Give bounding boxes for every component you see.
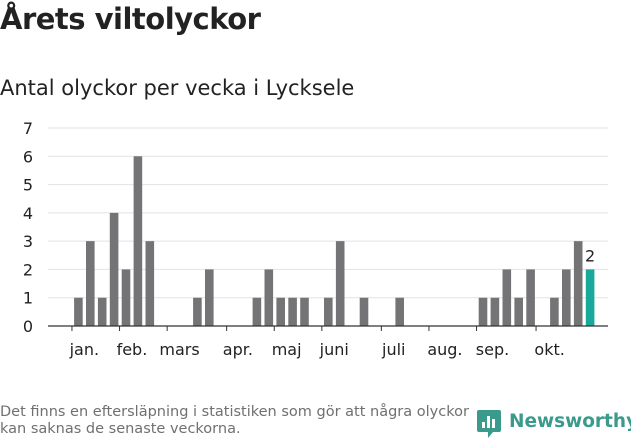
y-tick-label: 6 xyxy=(23,147,33,166)
y-tick-label: 5 xyxy=(23,176,33,195)
x-tick-label: feb. xyxy=(117,340,148,359)
y-tick-label: 1 xyxy=(23,289,33,308)
bar xyxy=(573,241,583,326)
x-tick-label: apr. xyxy=(223,340,253,359)
bar xyxy=(562,269,571,326)
bar xyxy=(97,297,107,326)
bar xyxy=(276,297,285,326)
x-tick-label: juni xyxy=(319,340,349,359)
bar xyxy=(121,269,131,326)
bar-data-label: 2 xyxy=(585,246,595,265)
footnote: Det finns en eftersläpning i statistiken… xyxy=(0,404,469,437)
newsworthy-logo-icon xyxy=(477,410,501,438)
bar xyxy=(514,297,523,326)
y-tick-label: 2 xyxy=(23,260,33,279)
y-tick-label: 3 xyxy=(23,232,33,251)
bar xyxy=(359,297,369,326)
bar xyxy=(145,241,155,326)
newsworthy-logo-text: Newsworthy xyxy=(509,411,631,432)
x-tick-label: juli xyxy=(381,340,405,359)
x-tick-label: mars xyxy=(159,340,199,359)
bar xyxy=(133,156,143,326)
bar-highlight xyxy=(585,269,595,326)
x-tick-label: maj xyxy=(272,340,302,359)
bar xyxy=(74,297,83,326)
bar xyxy=(395,297,404,326)
newsworthy-logo[interactable]: Newsworthy xyxy=(476,409,631,439)
y-tick-label: 4 xyxy=(23,204,33,223)
y-tick-label: 7 xyxy=(23,119,33,138)
bar xyxy=(86,241,95,326)
x-tick-label: okt. xyxy=(534,340,564,359)
bar xyxy=(252,297,262,326)
bar xyxy=(550,297,559,326)
chart-title: Årets viltolyckor xyxy=(0,2,261,36)
bar xyxy=(324,297,333,326)
bar xyxy=(490,297,500,326)
bar xyxy=(300,297,309,326)
bar xyxy=(193,297,202,326)
bar xyxy=(288,297,297,326)
bar xyxy=(335,241,345,326)
x-tick-label: jan. xyxy=(69,340,99,359)
bar xyxy=(109,212,119,326)
y-tick-label: 0 xyxy=(23,317,33,336)
x-tick-label: aug. xyxy=(427,340,462,359)
chart-subtitle: Antal olyckor per vecka i Lycksele xyxy=(0,76,355,100)
bar-chart: 0 1 2 3 4 5 6 7 2 jan. feb. mars apr. maj juni juli aug.… xyxy=(23,119,608,359)
bar xyxy=(478,297,488,326)
bar xyxy=(264,269,274,326)
bar xyxy=(502,269,512,326)
x-tick-label: sep. xyxy=(476,340,509,359)
bar xyxy=(205,269,214,326)
bar xyxy=(526,269,535,326)
